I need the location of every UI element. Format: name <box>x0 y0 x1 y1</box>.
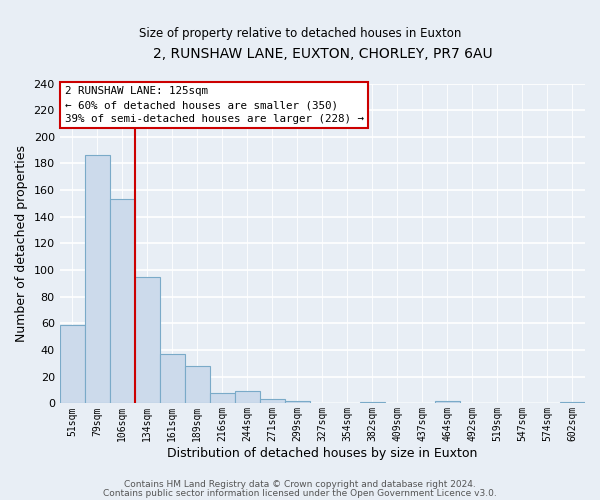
Bar <box>85 156 110 404</box>
Text: 2 RUNSHAW LANE: 125sqm
← 60% of detached houses are smaller (350)
39% of semi-de: 2 RUNSHAW LANE: 125sqm ← 60% of detached… <box>65 86 364 124</box>
Text: Size of property relative to detached houses in Euxton: Size of property relative to detached ho… <box>139 28 461 40</box>
Bar <box>360 402 385 404</box>
Title: 2, RUNSHAW LANE, EUXTON, CHORLEY, PR7 6AU: 2, RUNSHAW LANE, EUXTON, CHORLEY, PR7 6A… <box>152 48 492 62</box>
Bar <box>285 401 310 404</box>
Bar <box>560 402 585 404</box>
Bar <box>59 325 85 404</box>
Bar <box>260 400 285 404</box>
Bar <box>110 200 135 404</box>
Bar <box>185 366 210 404</box>
Bar <box>435 401 460 404</box>
Text: Contains public sector information licensed under the Open Government Licence v3: Contains public sector information licen… <box>103 488 497 498</box>
Bar <box>210 393 235 404</box>
Bar <box>135 277 160 404</box>
X-axis label: Distribution of detached houses by size in Euxton: Distribution of detached houses by size … <box>167 447 478 460</box>
Bar <box>235 392 260 404</box>
Y-axis label: Number of detached properties: Number of detached properties <box>15 145 28 342</box>
Text: Contains HM Land Registry data © Crown copyright and database right 2024.: Contains HM Land Registry data © Crown c… <box>124 480 476 489</box>
Bar <box>160 354 185 404</box>
